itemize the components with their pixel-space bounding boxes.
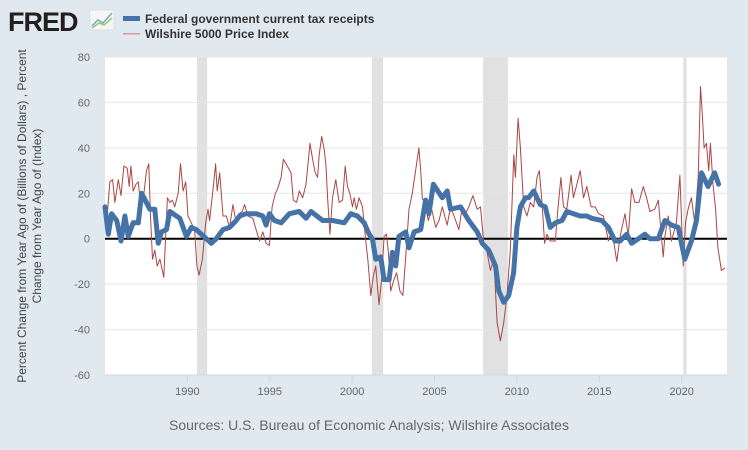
x-tick-label: 2015 (587, 386, 611, 398)
x-tick-label: 2005 (422, 386, 446, 398)
y-tick-label: 40 (78, 143, 90, 155)
series-line-wilshire (104, 86, 726, 342)
legend-swatch-tax (123, 16, 140, 21)
fred-logo-text: FRED (8, 7, 78, 37)
legend-swatch-wilshire (123, 33, 140, 35)
legend-label-wilshire: Wilshire 5000 Price Index (145, 27, 289, 41)
fred-logo[interactable]: FRED (8, 7, 115, 37)
x-tick-label: 2000 (340, 386, 364, 398)
recession-band (196, 57, 208, 375)
fred-logo-graph-icon (89, 9, 115, 31)
y-tick-label: -20 (74, 279, 90, 291)
series-line-tax (102, 170, 722, 305)
y-axis-title: Percent Change from Year Ago of (Billion… (15, 49, 44, 383)
y-axis: 80 60 40 20 0 -20 -40 -60 (74, 52, 90, 382)
y-tick-label: -40 (74, 325, 90, 337)
series-lines (102, 86, 726, 342)
y-tick-label: 60 (78, 97, 90, 109)
source-note: Sources: U.S. Bureau of Economic Analysi… (169, 417, 569, 433)
legend-label-tax: Federal government current tax receipts (145, 12, 375, 26)
x-tick-label: 2020 (669, 386, 693, 398)
x-tick-label: 2010 (505, 386, 529, 398)
x-tick-label: 1990 (175, 386, 199, 398)
gridlines (105, 56, 727, 331)
recession-band (683, 57, 687, 375)
y-tick-label: 20 (78, 188, 90, 200)
recession-band (483, 57, 508, 375)
y-axis-title-line-2: Change from Year Ago of (Index) (30, 129, 44, 304)
recession-band (371, 57, 384, 375)
y-axis-title-line-1: Percent Change from Year Ago of (Billion… (15, 49, 29, 383)
x-axis: 1990 1995 2000 2005 2010 2015 2020 (105, 374, 727, 398)
x-tick-label: 1995 (258, 386, 282, 398)
y-tick-label: -60 (74, 370, 90, 382)
y-tick-label: 80 (78, 52, 90, 64)
legend: Federal government current tax receipts … (123, 12, 375, 41)
y-tick-label: 0 (84, 234, 90, 246)
